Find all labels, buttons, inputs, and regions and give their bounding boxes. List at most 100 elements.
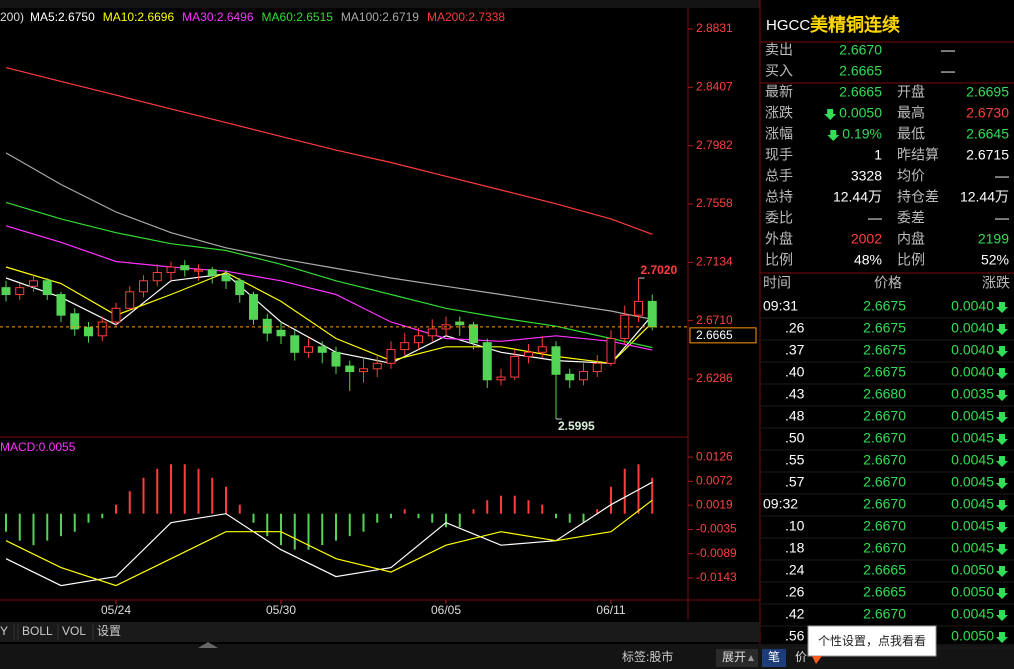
candle-body <box>194 269 203 272</box>
tick-time: .24 <box>785 562 805 578</box>
tick-time: .48 <box>785 408 805 424</box>
tick-change: 0.0050 <box>951 628 994 644</box>
candle-body <box>634 300 643 316</box>
y-tick-label: 0.0019 <box>696 497 733 511</box>
down-arrow <box>996 368 1008 379</box>
candle-body <box>427 328 437 337</box>
candle-body <box>414 335 423 344</box>
indicator-tab[interactable]: BOLL <box>22 624 53 638</box>
quote-label: 持仓差 <box>897 189 939 205</box>
candle-body <box>482 342 492 381</box>
quote-label: 内盘 <box>897 231 925 247</box>
quote-value: 0.19% <box>842 126 882 142</box>
down-arrow <box>996 566 1008 577</box>
quote-value: 2.6665 <box>839 63 882 79</box>
quote-volume: — <box>941 42 955 58</box>
tick-change: 0.0045 <box>951 408 994 424</box>
quote-value: — <box>868 210 882 226</box>
quote-value: 3328 <box>851 168 882 184</box>
quote-value: — <box>995 210 1009 226</box>
expand-button[interactable] <box>716 649 758 667</box>
indicator-tab[interactable]: Y <box>0 624 8 638</box>
tick-time: .56 <box>785 628 805 644</box>
candle-body <box>400 342 410 351</box>
legend-entry: MA10:2.6696 <box>103 10 175 24</box>
y-tick-label: 2.8831 <box>696 21 733 35</box>
tag-label[interactable]: 标签:股市 <box>622 649 673 664</box>
tick-time: .42 <box>785 606 805 622</box>
candle-body <box>647 300 657 328</box>
legend-entry: MA200:2.7338 <box>427 10 505 24</box>
quote-label: 比例 <box>897 252 925 268</box>
quote-label: 总手 <box>765 168 793 184</box>
candle-body <box>606 338 616 364</box>
pen-label[interactable]: 笔 <box>768 649 780 664</box>
tick-time: .43 <box>785 386 805 402</box>
candle-body <box>579 371 588 381</box>
candle-body <box>455 321 465 326</box>
quote-value: 2002 <box>851 231 882 247</box>
candle-body <box>290 335 300 353</box>
tick-time: .26 <box>785 320 805 336</box>
tick-change: 0.0045 <box>951 496 994 512</box>
tick-price: 2.6675 <box>863 364 906 380</box>
down-arrow <box>996 610 1008 621</box>
y-tick-label: 2.6286 <box>696 371 733 385</box>
expand-label[interactable]: 展开 <box>722 650 746 664</box>
last-price-label: 2.6665 <box>696 328 733 342</box>
tick-price: 2.6675 <box>863 320 906 336</box>
tick-price: 2.6670 <box>863 430 906 446</box>
candle-body <box>249 294 258 320</box>
y-tick-label: 0.0126 <box>696 449 733 463</box>
indicator-tabs-bar <box>0 622 760 642</box>
symbol: HGCC <box>766 17 810 34</box>
candle-body <box>276 329 286 337</box>
y-tick-label: 2.7134 <box>696 255 733 269</box>
collapse-handle[interactable] <box>198 642 218 648</box>
y-tick-label: -0.0143 <box>696 570 737 584</box>
legend-prefix: 200) <box>0 10 24 24</box>
quote-label: 比例 <box>765 252 793 268</box>
candle-body <box>207 269 217 276</box>
candle-body <box>524 351 533 357</box>
candle-body <box>56 294 66 316</box>
x-tick-label: 05/24 <box>101 603 131 617</box>
indicator-title: MACD:0.0055 <box>0 440 76 454</box>
legend-entry: MA60:2.6515 <box>262 10 334 24</box>
tick-time: .57 <box>785 474 805 490</box>
quote-label: 涨幅 <box>765 126 793 142</box>
tooltip[interactable] <box>807 625 937 657</box>
quote-label: 最新 <box>765 84 793 100</box>
tick-time: 09:32 <box>763 496 798 512</box>
y-tick-label: 2.7982 <box>696 138 733 152</box>
tooltip-pointer <box>812 656 822 664</box>
candle-body <box>592 362 602 373</box>
candle-body <box>139 280 148 293</box>
tick-change: 0.0040 <box>951 320 994 336</box>
quote-label: 现手 <box>765 147 793 163</box>
quote-label: 最低 <box>897 126 925 142</box>
pen-tab[interactable] <box>762 649 786 667</box>
tooltip-text[interactable]: 个性设置，点我看看 <box>818 634 926 648</box>
candle-body <box>29 280 38 287</box>
ma-line <box>5 67 653 235</box>
quote-value: 2.6730 <box>966 105 1009 121</box>
tick-price: 2.6670 <box>863 496 906 512</box>
tick-change: 0.0045 <box>951 540 994 556</box>
tick-change: 0.0050 <box>951 562 994 578</box>
indicator-tab[interactable]: VOL <box>62 624 86 638</box>
toolbar <box>0 0 760 8</box>
quote-value: 48% <box>854 252 882 268</box>
down-arrow <box>996 522 1008 533</box>
candle-body <box>70 313 80 330</box>
price-tab-label[interactable]: 价 <box>795 650 807 664</box>
indicator-tab[interactable]: 设置 <box>97 624 121 638</box>
quote-label: 最高 <box>897 105 925 121</box>
down-arrow <box>996 500 1008 511</box>
candle-body <box>469 324 478 344</box>
candle-body <box>221 274 231 282</box>
down-arrow <box>996 456 1008 467</box>
candle-body <box>331 351 341 367</box>
